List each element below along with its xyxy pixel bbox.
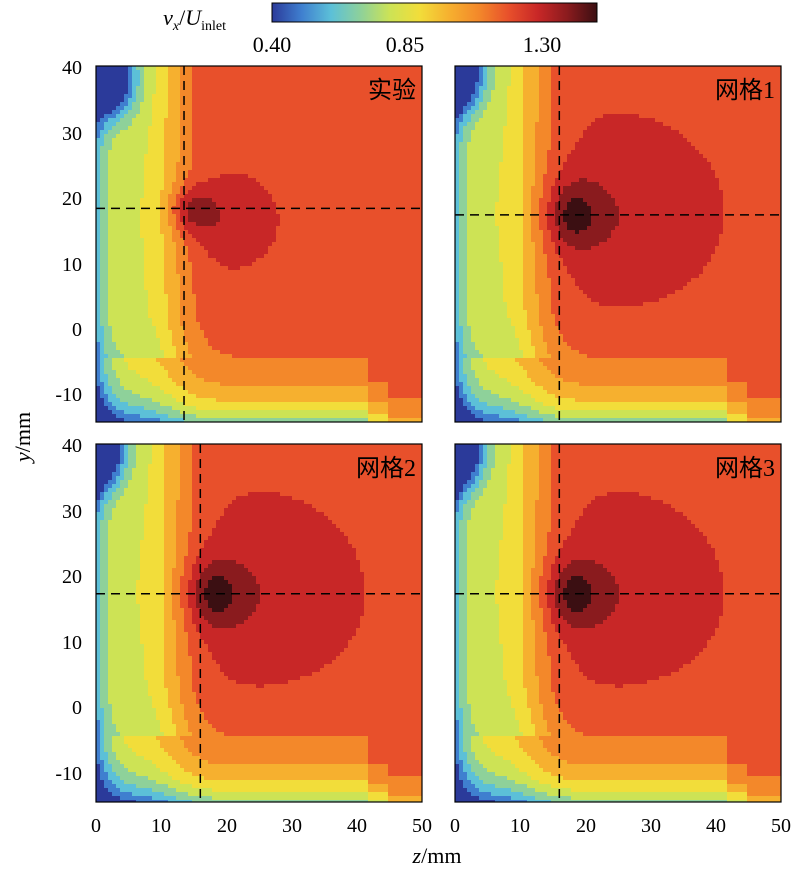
panel-label: 网格2 [356,455,416,482]
colorbar-tick-label: 0.40 [253,32,292,57]
x-tick-label: 20 [576,815,596,837]
panels-group: 实验 网格1 网格2 网格3 [95,65,782,803]
panel-label: 网格3 [715,455,775,482]
y-tick-label: -10 [55,763,82,785]
colorbar-tick-label: 0.85 [386,32,425,57]
y-tick-label: 0 [72,319,82,341]
y-tick-label: 40 [62,435,82,457]
contour-field [96,66,422,422]
x-tick-label: 40 [347,815,367,837]
y-axis-left-top: 40 30 20 10 0 -10 [55,57,82,406]
y-tick-label: 0 [72,697,82,719]
y-tick-label: 10 [62,254,82,276]
x-tick-label: 50 [412,815,432,837]
y-tick-label: 10 [62,632,82,654]
panel-frame [454,443,782,803]
x-tick-label: 0 [450,815,460,837]
colorbar [271,2,598,23]
x-tick-label: 20 [217,815,237,837]
contour-field [455,444,781,802]
y-tick-label: 20 [62,188,82,210]
colorbar-tick-label: 1.30 [523,32,562,57]
contour-field [96,444,422,802]
contour-field [455,66,781,422]
x-tick-label: 10 [510,815,530,837]
x-tick-label: 0 [91,815,101,837]
x-tick-label: 40 [706,815,726,837]
contour-panel: 网格3 [454,443,782,803]
x-tick-label: 30 [282,815,302,837]
y-axis-left-bottom: 40 30 20 10 0 -10 [55,435,82,785]
y-tick-label: 20 [62,566,82,588]
y-tick-label: 30 [62,501,82,523]
y-tick-label: 40 [62,57,82,79]
x-axis-label: z/mm [412,843,462,868]
x-axis-right: 0 10 20 30 40 50 [450,815,791,837]
colorbar-title: vx/Uinlet [163,5,226,34]
contour-panel: 网格1 [454,65,782,423]
x-axis-left: 0 10 20 30 40 50 [91,815,432,837]
panel-frame [95,65,423,423]
panel-frame [95,443,423,803]
x-tick-label: 10 [151,815,171,837]
x-tick-label: 50 [771,815,791,837]
y-axis-label: y/mm [10,412,35,464]
y-tick-label: -10 [55,384,82,406]
y-tick-label: 30 [62,123,82,145]
panel-label: 实验 [368,77,416,104]
panel-label: 网格1 [715,77,775,104]
panel-frame [454,65,782,423]
contour-panel: 实验 [95,65,423,423]
x-tick-label: 30 [641,815,661,837]
contour-panel: 网格2 [95,443,423,803]
